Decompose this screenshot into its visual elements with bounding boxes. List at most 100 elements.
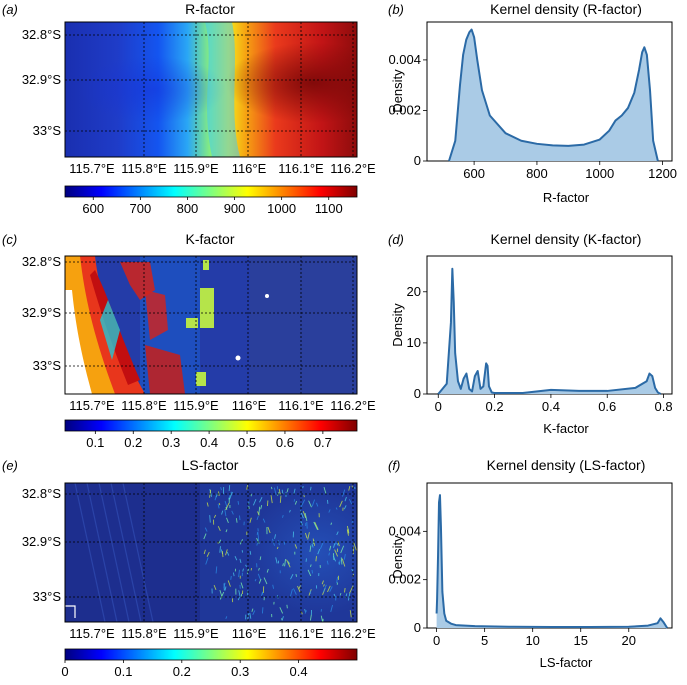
y-tick-label: 0 bbox=[414, 620, 421, 635]
x-tick-label: 0 bbox=[435, 399, 442, 414]
lat-tick-label: 32.9°S bbox=[22, 72, 62, 87]
colorbar-tick-label: 0 bbox=[61, 664, 68, 679]
y-tick-label: 0.002 bbox=[388, 572, 421, 587]
lat-tick-label: 33°S bbox=[33, 358, 62, 373]
panel-c-label: (c) bbox=[2, 232, 17, 247]
lon-tick-label: 116.1°E bbox=[278, 626, 324, 641]
colorbar-tick-label: 1000 bbox=[267, 201, 296, 216]
colorbar-tick-label: 700 bbox=[130, 201, 152, 216]
x-tick-label: 1200 bbox=[648, 166, 677, 181]
lon-tick-label: 115.7°E bbox=[69, 626, 115, 641]
lon-tick-label: 115.9°E bbox=[173, 398, 219, 413]
x-tick-label: 0.2 bbox=[486, 399, 504, 414]
x-tick-label: 1000 bbox=[585, 166, 614, 181]
panel-f-title: Kernel density (LS-factor) bbox=[487, 457, 646, 473]
lat-labels-a: 32.8°S32.9°S33°S bbox=[22, 27, 62, 138]
ls-texture-mark bbox=[210, 515, 211, 522]
colorbar-tick-label: 900 bbox=[224, 201, 246, 216]
y-tick-label: 0 bbox=[414, 153, 421, 168]
x-tick-label: 0.6 bbox=[598, 399, 616, 414]
panel-e-label: (e) bbox=[2, 458, 18, 473]
x-tick-label: 0.8 bbox=[655, 399, 673, 414]
lon-tick-label: 116°E bbox=[232, 398, 267, 413]
y-tick-label: 0 bbox=[414, 386, 421, 401]
ls-texture-mark bbox=[236, 518, 237, 523]
colorbar-tick-label: 1100 bbox=[315, 201, 343, 216]
ls-texture-mark bbox=[345, 588, 346, 592]
colorbar-tick-label: 600 bbox=[82, 201, 104, 216]
panel-c: (c) K-factor 32.8°S 32.9°S 33°S 115.7°E 115… bbox=[2, 231, 376, 450]
ls-texture-mark bbox=[294, 499, 295, 501]
plot-frame bbox=[427, 483, 672, 628]
ls-texture-mark bbox=[310, 487, 311, 490]
r-factor-map bbox=[65, 22, 357, 157]
lat-tick-label: 32.9°S bbox=[22, 305, 62, 320]
panel-f-label: (f) bbox=[388, 458, 400, 473]
x-tick-label: 10 bbox=[525, 633, 539, 648]
lon-labels-a: 115.7°E 115.8°E 115.9°E 116°E 116.1°E 116.2°E bbox=[69, 161, 376, 176]
y-tick-label: 20 bbox=[407, 284, 421, 299]
y-tick-label: 0.002 bbox=[388, 102, 421, 117]
ls-texture-mark bbox=[238, 501, 239, 505]
panel-b-xlabel: R-factor bbox=[543, 190, 590, 205]
ls-texture-mark bbox=[296, 574, 297, 577]
ls-texture-mark bbox=[316, 556, 317, 561]
y-tick-label: 10 bbox=[407, 335, 421, 350]
y-tick-label: 0.004 bbox=[388, 52, 421, 67]
colorbar-tick-label: 0.3 bbox=[162, 435, 180, 450]
lon-tick-label: 116.1°E bbox=[278, 398, 324, 413]
panel-f-xlabel: LS-factor bbox=[540, 655, 593, 670]
colorbar-tick-label: 0.7 bbox=[314, 435, 332, 450]
ls-texture-mark bbox=[229, 485, 230, 491]
y-tick-label: 0.004 bbox=[388, 523, 421, 538]
panel-b: (b) Kernel density (R-factor) Density R-… bbox=[388, 1, 677, 205]
panel-f: (f) Kernel density (LS-factor) Density L… bbox=[388, 457, 672, 670]
lat-labels-c: 32.8°S 32.9°S 33°S bbox=[22, 254, 62, 373]
lon-tick-label: 116.2°E bbox=[330, 161, 376, 176]
panel-a-label: (a) bbox=[2, 2, 18, 17]
lon-tick-label: 115.7°E bbox=[69, 161, 115, 176]
kde-plot-r: 600 800 1000 1200 0 0.002 0.004 bbox=[388, 22, 677, 181]
colorbar-c bbox=[65, 420, 357, 431]
colorbar-tick-label: 0.3 bbox=[231, 664, 249, 679]
ls-texture-mark bbox=[352, 521, 353, 523]
lat-tick-label: 32.8°S bbox=[22, 254, 62, 269]
x-tick-label: 600 bbox=[463, 166, 485, 181]
k-factor-map bbox=[65, 256, 357, 394]
lat-tick-label: 32.8°S bbox=[22, 486, 62, 501]
lat-tick-label: 32.9°S bbox=[22, 534, 62, 549]
x-tick-label: 20 bbox=[622, 633, 636, 648]
colorbar-tick-label: 800 bbox=[177, 201, 199, 216]
ls-texture-mark bbox=[271, 487, 272, 489]
panel-b-label: (b) bbox=[388, 2, 404, 17]
ls-texture-mark bbox=[262, 607, 263, 613]
colorbar-tick-label: 0.2 bbox=[173, 664, 191, 679]
lon-tick-label: 116°E bbox=[232, 626, 267, 641]
lon-tick-label: 116.2°E bbox=[330, 626, 376, 641]
colorbar-tick-label: 0.6 bbox=[276, 435, 294, 450]
lon-tick-label: 115.8°E bbox=[121, 161, 167, 176]
lon-tick-label: 115.7°E bbox=[69, 398, 115, 413]
panel-c-title: K-factor bbox=[185, 231, 234, 247]
colorbar-tick-label: 0.2 bbox=[124, 435, 142, 450]
panel-d: (d) Kernel density (K-factor) Density K-… bbox=[388, 231, 673, 436]
colorbar-tick-label: 0.5 bbox=[238, 435, 256, 450]
panel-a-title: R-factor bbox=[185, 1, 235, 17]
lon-tick-label: 115.9°E bbox=[173, 161, 219, 176]
lon-tick-label: 116°E bbox=[232, 161, 267, 176]
lon-tick-label: 116.1°E bbox=[278, 161, 324, 176]
lon-tick-label: 115.8°E bbox=[121, 398, 167, 413]
panel-b-title: Kernel density (R-factor) bbox=[490, 1, 642, 17]
ls-factor-map bbox=[65, 483, 357, 622]
x-tick-label: 800 bbox=[526, 166, 548, 181]
plot-frame bbox=[427, 256, 672, 394]
lon-tick-label: 115.9°E bbox=[173, 626, 219, 641]
colorbar-e bbox=[65, 649, 357, 660]
